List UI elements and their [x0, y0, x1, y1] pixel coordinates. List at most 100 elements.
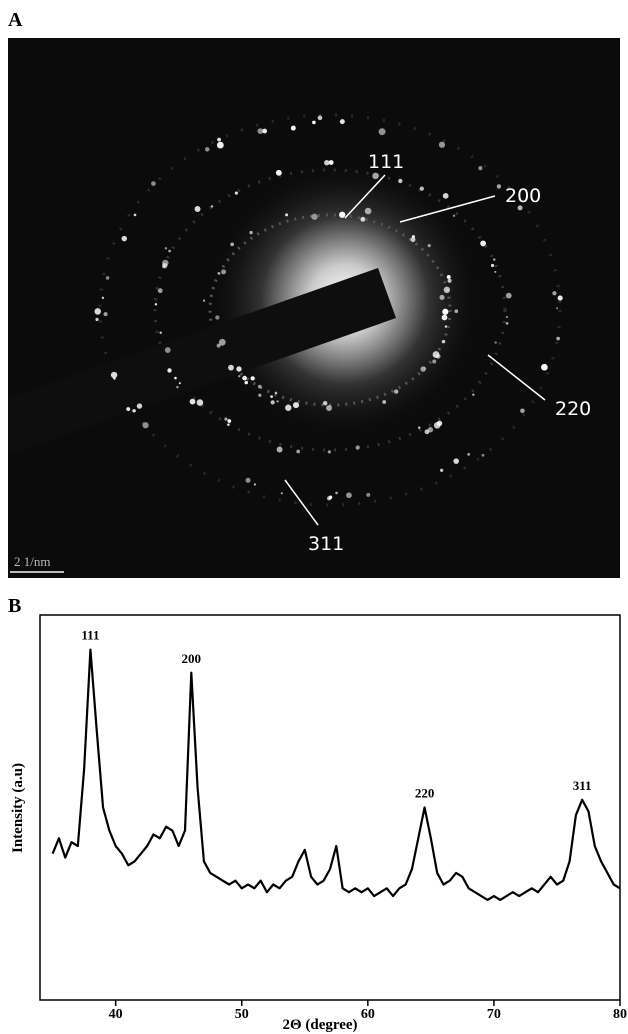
- diffraction-spot: [276, 446, 283, 453]
- diffraction-spot: [133, 213, 137, 217]
- diffraction-spot: [494, 341, 497, 344]
- diffraction-spot: [163, 265, 166, 268]
- diffraction-spot: [210, 205, 214, 208]
- x-axis-label: 2Θ (degree): [282, 1017, 357, 1033]
- diffraction-spot: [257, 384, 262, 389]
- diffraction-spot: [215, 315, 220, 320]
- diffraction-spot: [366, 492, 371, 497]
- diffraction-spot: [494, 270, 497, 273]
- diffraction-spot: [216, 141, 224, 149]
- diffraction-spot: [244, 380, 249, 385]
- diffraction-spot: [224, 417, 228, 421]
- diffraction-spot: [453, 458, 459, 464]
- arrow: [284, 479, 319, 526]
- diffraction-spot: [274, 391, 278, 395]
- diffraction-spot: [427, 427, 434, 433]
- diffraction-spot: [439, 294, 445, 301]
- peak-label: 311: [573, 778, 592, 793]
- peak-label: 200: [182, 651, 202, 666]
- diffraction-spot: [159, 331, 162, 335]
- diffraction-spot: [270, 395, 274, 398]
- diffraction-spot: [417, 426, 421, 429]
- diffraction-spot: [420, 366, 426, 372]
- diffraction-spot: [360, 216, 366, 222]
- diffraction-spot: [364, 207, 372, 215]
- diffraction-spot: [311, 213, 318, 220]
- diffraction-spot: [432, 351, 440, 359]
- diffraction-spot: [157, 288, 163, 294]
- diffraction-spot: [221, 269, 227, 275]
- diffraction-spot: [317, 115, 323, 121]
- diffraction-spot: [556, 307, 559, 310]
- x-tick-label: 60: [361, 1007, 375, 1022]
- diffraction-spot: [217, 272, 221, 275]
- diffraction-spot: [505, 292, 512, 299]
- diffraction-spot: [176, 385, 179, 389]
- diffraction-spot: [327, 450, 331, 454]
- annotation: 220: [555, 398, 591, 420]
- arrow: [344, 174, 386, 219]
- diffraction-spot: [355, 445, 360, 450]
- diffraction-spot: [217, 137, 222, 142]
- diffraction-spot: [103, 312, 108, 317]
- diffraction-spot: [480, 240, 486, 247]
- diffraction-spot: [204, 147, 210, 152]
- diffraction-spot: [167, 368, 172, 373]
- diffraction-spot: [237, 375, 241, 378]
- diffraction-spot: [328, 495, 333, 500]
- diffraction-spot: [410, 237, 416, 243]
- diffraction-spot: [227, 419, 232, 423]
- diffraction-spot: [541, 363, 548, 371]
- diffraction-spot: [249, 230, 253, 235]
- ring: [153, 168, 507, 452]
- diffraction-spot: [174, 376, 177, 380]
- diffraction-spot: [178, 382, 181, 385]
- diffraction-spot: [164, 247, 168, 250]
- diffraction-spot: [218, 338, 226, 346]
- diffraction-spot: [378, 128, 386, 136]
- peak-label: 220: [415, 786, 435, 801]
- diffraction-spot: [322, 400, 328, 406]
- diffraction-spot: [275, 169, 282, 176]
- peak-label: 111: [81, 628, 99, 643]
- diffraction-spot: [202, 299, 206, 302]
- diffraction-spot: [136, 403, 143, 409]
- diffraction-spot: [467, 453, 471, 456]
- diffraction-spot: [290, 125, 296, 131]
- x-tick-label: 70: [487, 1007, 501, 1022]
- diffraction-spot: [439, 468, 444, 472]
- diffraction-spot: [162, 259, 169, 267]
- diffraction-spot: [517, 205, 523, 211]
- scale-bar-label: 2 1/nm: [14, 554, 50, 569]
- diffraction-spot: [520, 408, 525, 414]
- diffraction-spot: [398, 178, 403, 184]
- diffraction-spot: [324, 159, 330, 166]
- diffraction-spot: [328, 160, 334, 165]
- diffraction-spot: [126, 407, 131, 411]
- diffraction-spot: [280, 492, 283, 495]
- diffraction-image: 111 200 220 311 2 1/nm: [8, 38, 620, 578]
- x-tick-label: 80: [613, 1007, 627, 1022]
- ring: [208, 213, 452, 407]
- diffraction-spot: [105, 276, 110, 280]
- diffraction-spot: [490, 263, 495, 268]
- diffraction-spot: [110, 371, 118, 379]
- diffraction-spot: [447, 278, 452, 283]
- beam-stop: [8, 268, 396, 455]
- diffraction-spot: [432, 359, 437, 364]
- x-tick-label: 40: [109, 1007, 123, 1022]
- diffraction-spot: [481, 453, 485, 457]
- diffraction-spot: [505, 322, 509, 325]
- diffraction-spot: [556, 336, 560, 341]
- diffraction-spot: [427, 244, 431, 248]
- annotation: 200: [505, 185, 541, 207]
- diffraction-spot: [154, 303, 158, 306]
- diffraction-spot: [411, 235, 416, 239]
- diffraction-spot: [552, 291, 557, 296]
- arrow: [399, 195, 496, 223]
- diffraction-spot: [557, 295, 563, 301]
- annotation: 311: [308, 533, 344, 555]
- diffraction-spot: [132, 409, 136, 413]
- diffraction-spot: [441, 339, 446, 344]
- diffraction-spot: [505, 315, 508, 319]
